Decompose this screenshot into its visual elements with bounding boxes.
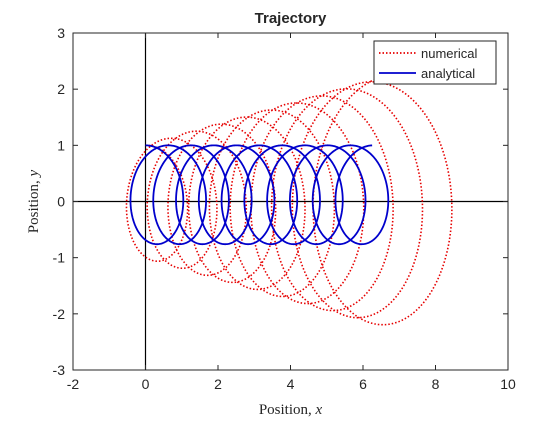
x-tick-label: -2 — [67, 376, 80, 392]
legend-label-numerical: numerical — [421, 46, 477, 61]
legend-label-analytical: analytical — [421, 66, 475, 81]
x-tick-label: 10 — [500, 376, 516, 392]
y-tick-label: 3 — [57, 25, 65, 41]
y-tick-label: -1 — [53, 250, 66, 266]
y-axis-label: Position, y — [26, 169, 42, 233]
y-tick-label: -3 — [53, 362, 66, 378]
y-tick-label: 2 — [57, 81, 65, 97]
series-layer — [125, 74, 453, 326]
x-axis-label: Position, x — [259, 402, 323, 418]
y-tick-label: 1 — [57, 137, 65, 153]
x-tick-label: 8 — [432, 376, 440, 392]
legend: numerical analytical — [373, 40, 497, 85]
x-tick-label: 2 — [214, 376, 222, 392]
legend-box — [373, 40, 497, 85]
y-tick-label: -2 — [53, 306, 66, 322]
x-tick-label: 6 — [359, 376, 367, 392]
series-analytical-line — [129, 144, 390, 246]
y-tick-label: 0 — [57, 194, 65, 210]
series-numerical-line — [125, 74, 453, 326]
chart-title: Trajectory — [255, 10, 327, 27]
x-tick-label: 4 — [287, 376, 295, 392]
x-tick-label: 0 — [142, 376, 150, 392]
